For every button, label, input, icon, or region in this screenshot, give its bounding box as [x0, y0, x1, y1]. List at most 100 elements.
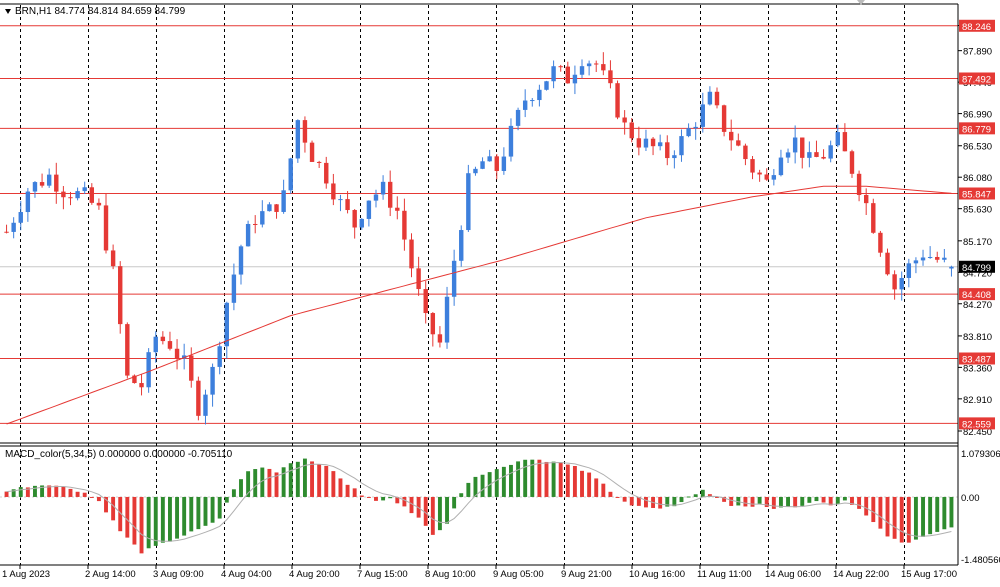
macd-bar — [47, 485, 52, 497]
time-axis-labels: 1 Aug 2023 2 Aug 14:00 3 Aug 09:00 4 Aug 04… — [2, 565, 957, 580]
candle-body — [267, 204, 272, 212]
macd-bar — [516, 461, 521, 497]
candle-body — [871, 203, 876, 233]
candle-body — [906, 263, 912, 278]
macd-bar — [530, 459, 535, 497]
price-tick-label: 86.530 — [963, 142, 992, 153]
macd-bar — [722, 496, 727, 502]
candle-body — [217, 346, 222, 367]
macd-bar — [310, 461, 314, 497]
macd-bar — [921, 496, 925, 537]
macd-bar — [210, 496, 215, 523]
candle-body — [750, 159, 755, 173]
candle-body — [679, 136, 684, 156]
candle-body — [913, 260, 919, 264]
candle-body — [899, 277, 904, 290]
macd-bar — [146, 496, 151, 549]
candle-body — [82, 187, 87, 192]
macd-bar — [906, 496, 911, 543]
candle-body — [522, 100, 528, 110]
candle-body — [615, 83, 620, 118]
time-tick-label: 9 Aug 21:00 — [561, 569, 612, 580]
candle-body — [181, 355, 187, 359]
macd-bar — [352, 488, 357, 497]
time-tick-label: 10 Aug 16:00 — [629, 569, 685, 580]
macd-indicator-label[interactable]: MACD_color(5,34,5) 0.000000 0.000000 -0.… — [5, 449, 233, 460]
macd-bar — [466, 482, 471, 497]
candle-body — [892, 274, 897, 290]
candle-body — [416, 268, 421, 290]
candle-body — [622, 117, 627, 123]
candle-body — [345, 199, 350, 211]
macd-bar — [572, 466, 577, 497]
macd-bar — [793, 496, 798, 508]
macd-bar — [629, 496, 634, 506]
candle-body — [700, 104, 705, 127]
macd-bar — [68, 488, 73, 497]
candle-body — [4, 231, 9, 233]
level-tag-label: 88.246 — [962, 22, 991, 33]
macd-bar — [878, 496, 883, 529]
candle-body — [224, 302, 229, 347]
macd-bar — [96, 496, 101, 502]
macd-bar — [935, 496, 940, 532]
macd-bar — [160, 496, 165, 543]
candle-body — [338, 199, 343, 201]
horizontal-levels[interactable] — [0, 25, 958, 424]
candle-body — [139, 383, 144, 388]
macd-bar — [857, 496, 862, 509]
macd-bar — [750, 496, 755, 507]
level-tag-label: 82.559 — [962, 419, 991, 430]
macd-bar — [18, 487, 23, 497]
candle-body — [686, 128, 691, 137]
macd-bar — [757, 496, 762, 504]
candle-body — [359, 218, 364, 228]
time-tick-label: 3 Aug 09:00 — [153, 569, 204, 580]
candle-body — [643, 138, 649, 148]
macd-bar — [558, 462, 563, 497]
macd-bar — [707, 494, 712, 497]
candle-body — [437, 334, 443, 343]
macd-bar — [175, 496, 180, 539]
candle-body — [331, 183, 336, 200]
level-tag-label: 84.408 — [962, 290, 991, 301]
macd-bar — [253, 469, 258, 497]
price-tick-label: 86.080 — [963, 173, 992, 184]
price-tick-label: 84.270 — [963, 300, 992, 311]
macd-bar — [388, 496, 393, 499]
candle-body — [103, 205, 109, 251]
candle-body — [167, 341, 173, 349]
macd-bar — [338, 478, 343, 497]
macd-tick-label: 0.00 — [961, 493, 980, 504]
level-tag-box — [959, 352, 995, 365]
candle-body — [551, 66, 556, 82]
candle-body — [714, 91, 720, 106]
candle-body — [544, 81, 549, 90]
candle-body — [693, 126, 698, 129]
candle-body — [494, 156, 499, 171]
candle-body — [778, 157, 784, 176]
macd-bar — [942, 496, 947, 530]
macd-bar — [913, 496, 918, 540]
candle-body — [707, 91, 713, 105]
candle-body — [18, 212, 23, 223]
macd-bar — [153, 496, 158, 546]
macd-bar — [374, 496, 378, 501]
macd-bar — [118, 496, 123, 532]
scroll-caret-icon[interactable] — [857, 0, 865, 5]
time-tick-label: 11 Aug 11:00 — [697, 569, 752, 580]
price-tick-label: 82.910 — [963, 395, 992, 406]
candle-body — [146, 352, 151, 388]
macd-bar — [892, 496, 897, 539]
candle-body — [160, 336, 166, 342]
macd-bar — [743, 496, 748, 507]
candle-body — [927, 256, 933, 258]
candle-body — [203, 394, 208, 416]
time-tick-label: 2 Aug 14:00 — [85, 569, 136, 580]
candle-body — [238, 246, 244, 275]
price-tick-label: 85.170 — [963, 237, 992, 248]
macd-bar — [821, 496, 826, 503]
moving-average-line — [6, 185, 952, 425]
symbol-dropdown-icon[interactable] — [5, 9, 11, 14]
